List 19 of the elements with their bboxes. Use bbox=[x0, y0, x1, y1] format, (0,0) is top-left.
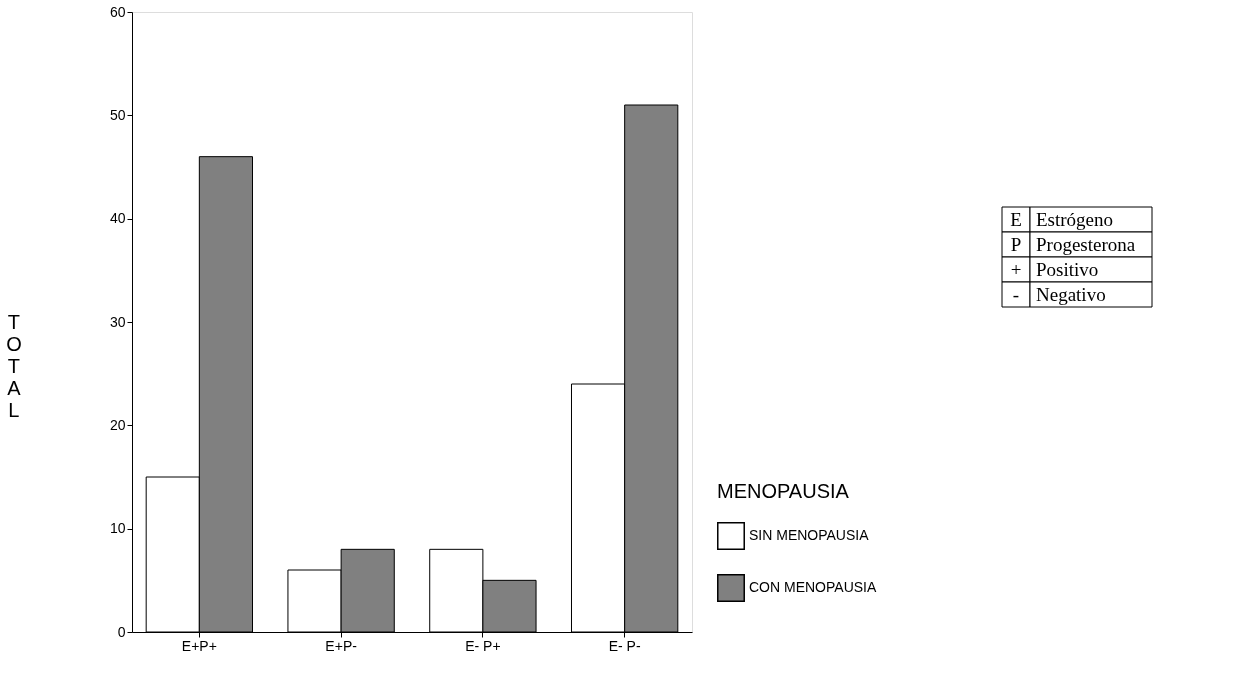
legend-label: CON MENOPAUSIA bbox=[749, 579, 877, 595]
text: E Estrógeno bbox=[1010, 208, 1114, 230]
x-tick-label: E- P- bbox=[608, 637, 641, 654]
y-tick-label: 10 bbox=[109, 520, 126, 537]
legend-label: SIN MENOPAUSIA bbox=[749, 527, 870, 543]
x-tick-label: E+P+ bbox=[181, 637, 217, 654]
text: P Progesterona bbox=[1010, 233, 1136, 255]
x-tick-label: E+P- bbox=[325, 637, 358, 654]
y-tick-label: 30 bbox=[109, 313, 126, 330]
x-tick-label: E- P+ bbox=[465, 637, 501, 654]
y-axis-title: TOTAL bbox=[6, 310, 22, 421]
y-tick-label: 20 bbox=[109, 416, 126, 433]
y-tick-label: 60 bbox=[109, 3, 126, 20]
text: - Negativo bbox=[1012, 283, 1106, 305]
legend-title: MENOPAUSIA bbox=[717, 480, 850, 502]
y-tick-label: 40 bbox=[109, 210, 126, 227]
text: + Positivo bbox=[1010, 258, 1099, 280]
y-tick-label: 0 bbox=[117, 623, 126, 640]
y-tick-label: 50 bbox=[109, 106, 126, 123]
